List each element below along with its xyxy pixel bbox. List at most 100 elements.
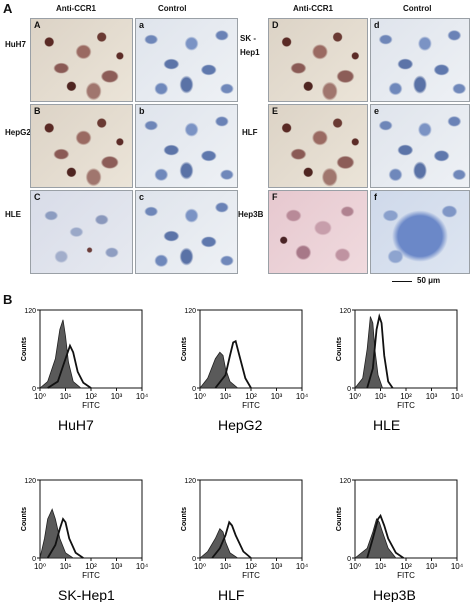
control-histogram-filled: [39, 508, 75, 559]
micrograph-letter: c: [139, 192, 145, 202]
micrograph-hle-anti-ccr1: C: [30, 190, 133, 274]
anti-ccr1-histogram-line: [214, 339, 252, 389]
x-axis-label: FITC: [242, 401, 260, 410]
x-tick-label: 10⁰: [194, 562, 206, 571]
row-label-hepg2: HepG2: [5, 128, 31, 137]
x-tick-label: 10⁴: [136, 392, 149, 401]
x-tick-label: 10³: [271, 562, 283, 571]
y-axis-label: Counts: [336, 337, 343, 361]
panel-b-letter: B: [3, 292, 13, 307]
y-axis-label: Counts: [181, 337, 188, 361]
x-tick-label: 10²: [400, 392, 412, 401]
x-tick-label: 10¹: [375, 562, 387, 571]
flow-cytometry-histograms: 0 120 10⁰ 10¹ 10² 10³ 10⁴ FITC Counts HuH7 0 120 10⁰…: [21, 308, 464, 602]
row-label-huh7: HuH7: [5, 40, 26, 49]
y-axis-label: Counts: [336, 507, 343, 531]
y-tick-label: 0: [192, 556, 196, 563]
micrograph-sk-hep1-control: d: [370, 18, 470, 102]
x-tick-label: 10³: [111, 562, 123, 571]
row-label-sk-hep1: SK - Hep1: [240, 34, 260, 58]
x-tick-label: 10⁰: [349, 562, 361, 571]
control-histogram-filled: [353, 518, 397, 559]
micrograph-letter: e: [374, 106, 380, 116]
y-tick-label: 0: [347, 556, 351, 563]
y-axis-label: Counts: [21, 507, 28, 531]
x-tick-label: 10³: [271, 392, 283, 401]
y-tick-label: 120: [24, 308, 36, 315]
control-histogram-filled: [198, 528, 239, 559]
y-tick-label: 120: [184, 308, 196, 315]
x-axis-label: FITC: [242, 571, 260, 580]
micrograph-hlf-control: e: [370, 104, 470, 188]
x-tick-label: 10⁴: [296, 562, 309, 571]
x-tick-label: 10¹: [375, 392, 387, 401]
x-tick-label: 10⁴: [451, 392, 464, 401]
micrograph-letter: C: [34, 192, 41, 202]
row-label-hlf: HLF: [242, 128, 258, 137]
micrograph-letter: a: [139, 20, 145, 30]
left-anti-ccr1-header: Anti-CCR1: [56, 4, 96, 13]
x-tick-label: 10⁰: [194, 392, 206, 401]
x-tick-label: 10²: [245, 392, 257, 401]
panel-a-letter: A: [3, 1, 13, 16]
x-tick-label: 10⁴: [296, 392, 309, 401]
histogram-hlf: 0 120 10⁰ 10¹ 10² 10³ 10⁴ FITC Counts HLF: [181, 478, 309, 602]
micrograph-hlf-anti-ccr1: E: [268, 104, 368, 188]
x-tick-label: 10²: [85, 562, 97, 571]
x-tick-label: 10⁴: [136, 562, 149, 571]
control-histogram-filled: [38, 319, 82, 389]
cell-line-caption: HuH7: [58, 417, 94, 433]
right-anti-ccr1-header: Anti-CCR1: [293, 4, 333, 13]
control-histogram-filled: [354, 316, 384, 389]
micrograph-hepg2-control: b: [135, 104, 238, 188]
cell-line-caption: SK-Hep1: [58, 587, 115, 602]
histogram-hep3b: 0 120 10⁰ 10¹ 10² 10³ 10⁴ FITC Counts Hep3B: [336, 478, 464, 602]
x-tick-label: 10³: [111, 392, 123, 401]
y-tick-label: 120: [339, 308, 351, 315]
histogram-hepg2: 0 120 10⁰ 10¹ 10² 10³ 10⁴ FITC Counts HepG2: [181, 308, 309, 433]
cell-line-caption: HepG2: [218, 417, 263, 433]
y-axis-label: Counts: [181, 507, 188, 531]
anti-ccr1-histogram-line: [47, 343, 92, 389]
micrograph-letter: f: [374, 192, 377, 202]
x-tick-label: 10¹: [60, 562, 72, 571]
y-tick-label: 0: [347, 386, 351, 393]
row-label-line: Hep1: [240, 48, 260, 57]
x-tick-label: 10¹: [220, 392, 232, 401]
x-tick-label: 10³: [426, 562, 438, 571]
x-tick-label: 10³: [426, 392, 438, 401]
micrograph-letter: E: [272, 106, 279, 116]
x-axis-label: FITC: [82, 401, 100, 410]
micrograph-letter: D: [272, 20, 279, 30]
cell-line-caption: Hep3B: [373, 587, 416, 602]
scale-bar: [392, 281, 412, 282]
micrograph-letter: b: [139, 106, 145, 116]
micrograph-sk-hep1-anti-ccr1: D: [268, 18, 368, 102]
micrograph-letter: B: [34, 106, 41, 116]
control-histogram-filled: [199, 351, 239, 389]
y-tick-label: 0: [32, 556, 36, 563]
y-tick-label: 120: [24, 478, 36, 485]
micrograph-hep3b-control: f: [370, 190, 470, 274]
micrograph-hep3b-anti-ccr1: F: [268, 190, 368, 274]
anti-ccr1-histogram-line: [211, 520, 252, 559]
x-tick-label: 10⁰: [34, 392, 46, 401]
cell-line-caption: HLE: [373, 417, 400, 433]
x-tick-label: 10⁰: [34, 562, 46, 571]
anti-ccr1-histogram-line: [366, 513, 405, 559]
micrograph-hepg2-anti-ccr1: B: [30, 104, 133, 188]
x-tick-label: 10²: [245, 562, 257, 571]
anti-ccr1-histogram-line: [46, 517, 84, 559]
cell-line-caption: HLF: [218, 587, 244, 602]
y-tick-label: 0: [192, 386, 196, 393]
micrograph-huh7-control: a: [135, 18, 238, 102]
x-tick-label: 10⁴: [451, 562, 464, 571]
y-tick-label: 0: [32, 386, 36, 393]
micrograph-letter: d: [374, 20, 380, 30]
x-tick-label: 10²: [85, 392, 97, 401]
x-axis-label: FITC: [397, 571, 415, 580]
micrograph-huh7-anti-ccr1: A: [30, 18, 133, 102]
x-tick-label: 10⁰: [349, 392, 361, 401]
x-axis-label: FITC: [82, 571, 100, 580]
x-tick-label: 10¹: [60, 392, 72, 401]
